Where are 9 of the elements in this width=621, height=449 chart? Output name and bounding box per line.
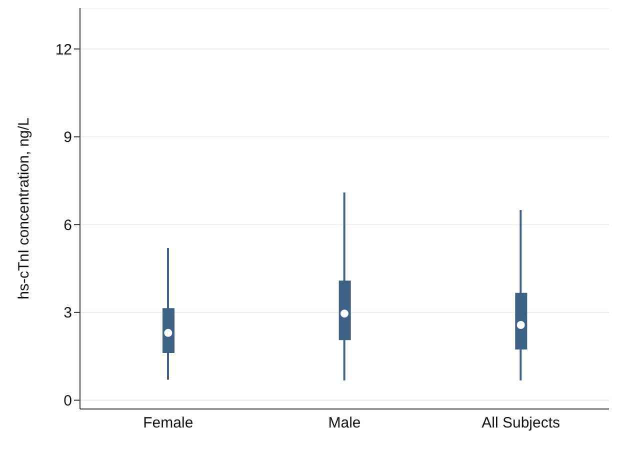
x-tick-label: Female: [143, 414, 194, 432]
y-tick-label: 9: [64, 129, 72, 146]
y-tick-label: 12: [55, 41, 72, 58]
y-tick-label: 6: [64, 216, 72, 234]
y-axis-title: hs-cTnI concentration, ng/L: [15, 118, 32, 300]
y-tick-label: 3: [64, 304, 72, 322]
x-tick-label: All Subjects: [482, 414, 560, 432]
x-tick-label: Male: [328, 414, 361, 432]
y-tick-label: 0: [64, 392, 72, 410]
